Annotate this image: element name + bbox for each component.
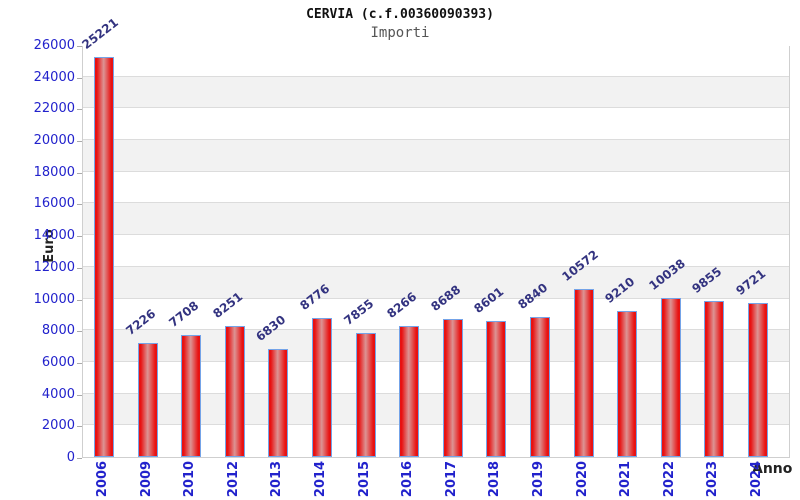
y-tick-label: 6000 <box>41 354 75 370</box>
x-tick-label: 2024 <box>749 460 764 498</box>
x-tick-label: 2010 <box>182 460 198 498</box>
y-tick-label: 4000 <box>41 386 75 402</box>
y-tick-label: 0 <box>66 450 75 465</box>
y-tick-label: 16000 <box>33 196 75 212</box>
plot-band <box>83 171 789 204</box>
x-tick-label: 2015 <box>356 460 372 498</box>
plot-band <box>83 108 789 141</box>
bar <box>748 302 768 457</box>
x-tick-label: 2022 <box>661 460 677 498</box>
y-tick-label: 20000 <box>33 133 75 149</box>
x-tick-label: 2009 <box>138 460 154 498</box>
y-tick-mark <box>77 299 82 301</box>
x-tick-label: 2021 <box>618 460 634 498</box>
bar <box>94 57 114 457</box>
x-tick-label: 2018 <box>487 460 503 498</box>
gridline <box>83 202 789 204</box>
x-tick-label: 2013 <box>269 460 285 498</box>
plot-band <box>83 203 789 236</box>
y-tick-mark <box>77 141 82 143</box>
gridline <box>83 424 789 426</box>
x-tick-label: 2023 <box>705 460 721 498</box>
y-tick-mark <box>77 362 82 364</box>
y-tick-label: 18000 <box>33 164 75 180</box>
gridline <box>83 392 789 394</box>
y-tick-label: 8000 <box>41 323 75 339</box>
x-tick-label: 2014 <box>313 460 328 498</box>
gridline <box>83 297 789 299</box>
y-tick-mark <box>77 236 82 238</box>
bar <box>573 289 594 457</box>
plot-band <box>83 76 789 109</box>
y-tick-mark <box>77 458 82 459</box>
bar <box>137 342 158 457</box>
bar <box>399 326 420 457</box>
bar <box>224 326 245 457</box>
x-axis-title: Anno <box>752 461 793 477</box>
bar <box>181 334 202 457</box>
gridline <box>83 139 789 141</box>
y-tick-mark <box>77 46 82 47</box>
x-tick-label: 2012 <box>225 460 241 498</box>
x-tick-label: 2006 <box>95 460 110 498</box>
y-tick-label: 22000 <box>33 101 75 117</box>
x-tick-label: 2020 <box>574 460 590 498</box>
plot-band <box>83 140 789 172</box>
bar <box>660 297 681 457</box>
plot-band <box>83 45 789 77</box>
y-tick-label: 12000 <box>33 259 75 275</box>
plot-area: 25221 7226 7708 8251 6830 8776 7855 8266 8688 860… <box>79 16 790 458</box>
y-tick-mark <box>77 426 82 428</box>
gridline <box>83 75 789 77</box>
bar <box>530 316 550 457</box>
x-tick-label: 2016 <box>400 460 416 498</box>
y-tick-mark <box>77 109 82 111</box>
plot-band <box>83 266 789 299</box>
x-tick-label: 2017 <box>443 460 459 498</box>
gridline <box>83 265 789 267</box>
gridline <box>83 234 789 236</box>
gridline <box>83 329 789 331</box>
y-tick-label: 10000 <box>33 291 75 307</box>
y-tick-mark <box>77 172 82 174</box>
bar <box>268 348 289 457</box>
bar <box>486 320 507 457</box>
gridline <box>83 107 789 109</box>
bar <box>704 300 725 457</box>
y-tick-mark <box>77 394 82 396</box>
y-tick-mark <box>77 204 82 206</box>
bar <box>355 332 376 457</box>
x-tick-label: 2019 <box>531 460 546 498</box>
gridline <box>83 360 789 362</box>
y-tick-mark <box>77 77 82 79</box>
y-tick-label: 14000 <box>33 228 75 244</box>
plot-band <box>83 235 789 267</box>
chart-subtitle: Importi <box>370 25 430 41</box>
bar <box>442 319 463 457</box>
y-tick-label: 24000 <box>33 69 75 85</box>
y-tick-mark <box>77 331 82 333</box>
chart-title: CERVIA (c.f.00360090393) <box>306 7 494 22</box>
y-tick-mark <box>77 267 82 269</box>
gridline <box>83 170 789 172</box>
y-tick-label: 26000 <box>33 38 75 53</box>
bar <box>312 317 332 457</box>
bar <box>617 311 638 457</box>
y-tick-label: 2000 <box>41 418 75 434</box>
